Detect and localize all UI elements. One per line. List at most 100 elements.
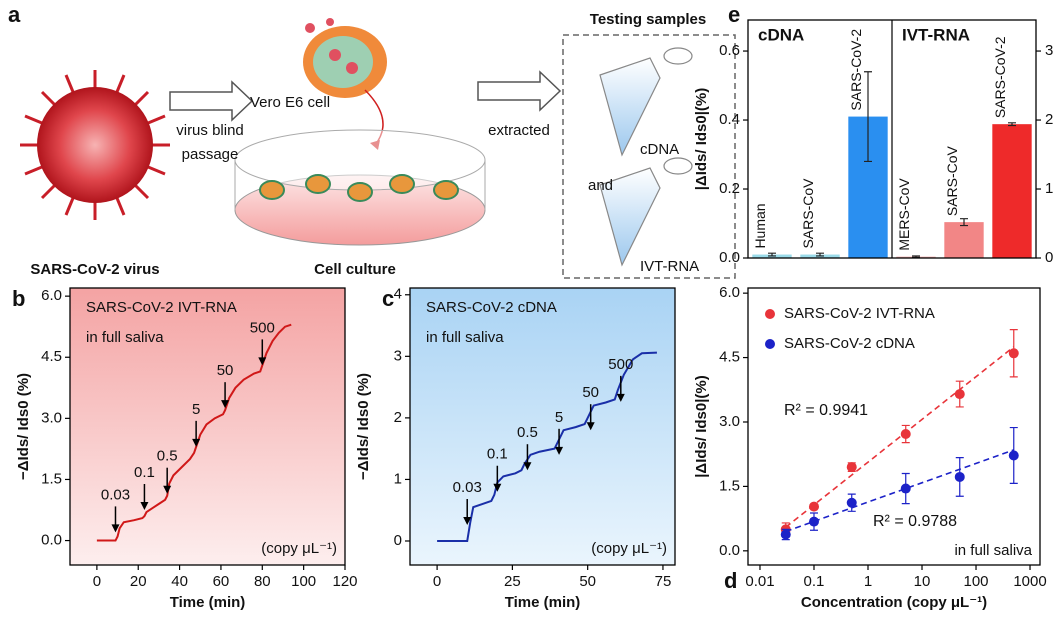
- x-tick-label: 10: [914, 573, 931, 590]
- y-tick-label: 1.5: [41, 470, 62, 487]
- error-bar: [1008, 122, 1016, 127]
- y-axis-label: |ΔIds/ Ids0|(%): [693, 88, 710, 191]
- arrow-head: [221, 400, 230, 409]
- arrow-label: 5: [192, 401, 200, 418]
- y-tick-label: 0.2: [719, 180, 740, 197]
- arrow-head: [586, 422, 595, 431]
- data-point: [808, 516, 819, 527]
- note: in full saliva: [426, 329, 504, 346]
- y-tick-label: 1.5: [719, 477, 740, 494]
- data-point: [1008, 450, 1019, 461]
- samples-box: [562, 34, 736, 279]
- y-tick-label: 3: [394, 347, 402, 364]
- data-point: [954, 389, 965, 400]
- category-label: MERS-CoV: [896, 178, 912, 251]
- data-point: [900, 429, 911, 440]
- data-point: [808, 501, 819, 512]
- error-bar: [768, 252, 776, 257]
- step-label: passage: [182, 146, 239, 163]
- x-axis-label: Time (min): [505, 594, 581, 611]
- note: (copy μL⁻¹): [261, 540, 337, 557]
- arrow-head: [616, 393, 625, 402]
- fit-line: [785, 346, 1015, 528]
- x-tick-label: 0.1: [804, 573, 825, 590]
- sample-label: cDNA: [640, 141, 679, 158]
- legend-marker: [765, 339, 775, 349]
- data-point: [954, 471, 965, 482]
- arrow-label: 0.1: [487, 446, 508, 463]
- category-label: SARS-CoV-2: [848, 29, 864, 111]
- y-tick-label: 3.0: [41, 409, 62, 426]
- fit-line: [785, 449, 1015, 533]
- data-point: [780, 529, 791, 540]
- arrow-label: 50: [217, 362, 234, 379]
- fit-label: R² = 0.9941: [784, 402, 868, 419]
- x-tick-label: 25: [504, 573, 521, 590]
- group-label: cDNA: [758, 25, 804, 44]
- cell-illustration: [303, 18, 387, 150]
- note: (copy μL⁻¹): [591, 540, 667, 557]
- panel-label: b: [12, 286, 25, 311]
- arrow-label: 0.5: [517, 424, 538, 441]
- y2-tick-label: 2: [1045, 111, 1053, 128]
- y-tick-label: 1: [394, 470, 402, 487]
- y-tick-label: 3.0: [719, 413, 740, 430]
- arrow-head: [463, 516, 472, 525]
- data-point: [900, 483, 911, 494]
- category-label: Human: [752, 203, 768, 248]
- data-point: [846, 462, 857, 473]
- panel-label: c: [382, 286, 394, 311]
- arrow-head: [523, 462, 532, 471]
- fit-label: R² = 0.9788: [873, 513, 957, 530]
- data-line: [96, 323, 292, 542]
- plot-frame: [747, 19, 1037, 259]
- plot-background: [410, 288, 675, 565]
- y-tick-label: 4.5: [41, 348, 62, 365]
- x-tick-label: 80: [254, 573, 271, 590]
- plot-frame: [409, 287, 676, 566]
- plot-frame: [747, 287, 1041, 566]
- y-tick-label: 0.0: [41, 532, 62, 549]
- caption: SARS-CoV-2 virus: [30, 261, 159, 278]
- x-tick-label: 50: [579, 573, 596, 590]
- y-tick-label: 0: [394, 532, 402, 549]
- note: in full saliva: [86, 329, 164, 346]
- note: SARS-CoV-2 cDNA: [426, 299, 557, 316]
- note: in full saliva: [954, 542, 1032, 559]
- panel-label: e: [728, 2, 740, 27]
- error-bar: [960, 218, 968, 227]
- process-arrow: [477, 70, 562, 112]
- category-label: SARS-CoV: [944, 145, 960, 216]
- arrow-label: 500: [250, 319, 275, 336]
- y-tick-label: 0.6: [719, 42, 740, 59]
- data-point: [846, 497, 857, 508]
- culture-dish: [234, 129, 486, 246]
- x-axis-label: Time (min): [170, 594, 246, 611]
- x-tick-label: 60: [213, 573, 230, 590]
- legend-label: SARS-CoV-2 IVT-RNA: [784, 305, 935, 322]
- arrow-head: [111, 524, 120, 533]
- y-axis-label: −ΔIds/ Ids0 (%): [15, 373, 32, 480]
- y2-tick-label: 1: [1045, 180, 1053, 197]
- panel-label: d: [724, 568, 737, 593]
- y-tick-label: 0.0: [719, 249, 740, 266]
- process-arrow: [169, 80, 254, 122]
- x-tick-label: 1000: [1013, 573, 1046, 590]
- x-tick-label: 100: [964, 573, 989, 590]
- error-bar: [864, 71, 872, 163]
- caption: Cell culture: [314, 261, 396, 278]
- y-tick-label: 6.0: [41, 287, 62, 304]
- cell-label: Vero E6 cell: [250, 94, 330, 111]
- y-tick-label: 6.0: [719, 284, 740, 301]
- bar: [944, 222, 984, 258]
- arrow-label: 5: [555, 409, 563, 426]
- arrow-label: 50: [582, 384, 599, 401]
- x-tick-label: 20: [130, 573, 147, 590]
- x-tick-label: 120: [332, 573, 357, 590]
- samples-title: Testing samples: [590, 11, 706, 28]
- error-bar: [816, 252, 824, 257]
- arrow-label: 0.03: [453, 479, 482, 496]
- legend-label: SARS-CoV-2 cDNA: [784, 335, 915, 352]
- arrow-head: [163, 485, 172, 494]
